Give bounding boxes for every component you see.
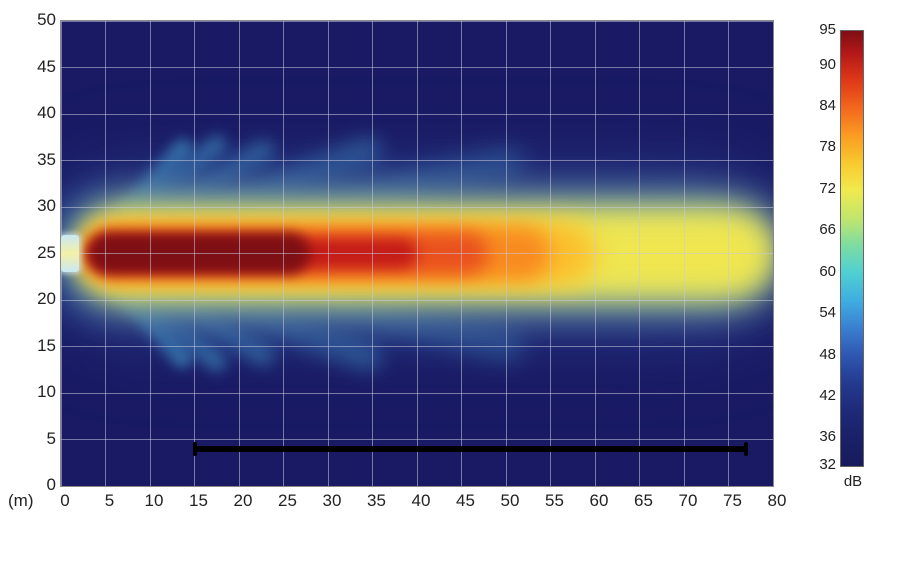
grid-line-horizontal: [61, 346, 773, 347]
x-tick-label: 75: [718, 491, 748, 511]
y-tick-label: 5: [16, 429, 56, 449]
colorbar-tick-label: 48: [810, 346, 836, 363]
colorbar-unit-label: dB: [838, 473, 868, 490]
grid-line-horizontal: [61, 67, 773, 68]
x-tick-label: 25: [273, 491, 303, 511]
x-tick-label: 20: [228, 491, 258, 511]
colorbar-tick-label: 95: [810, 21, 836, 38]
grid-line-horizontal: [61, 114, 773, 115]
heatmap-plot: [60, 20, 774, 487]
y-tick-label: 40: [16, 103, 56, 123]
colorbar-tick-label: 32: [810, 456, 836, 473]
y-tick-label: 10: [16, 382, 56, 402]
y-tick-label: 30: [16, 196, 56, 216]
grid-line-horizontal: [61, 160, 773, 161]
colorbar-tick-label: 54: [810, 304, 836, 321]
y-tick-label: 20: [16, 289, 56, 309]
x-tick-label: 50: [495, 491, 525, 511]
colorbar-tick-label: 66: [810, 221, 836, 238]
colorbar: [840, 30, 864, 467]
x-tick-label: 55: [540, 491, 570, 511]
x-tick-label: 65: [629, 491, 659, 511]
colorbar-tick-label: 84: [810, 97, 836, 114]
y-tick-label: 35: [16, 150, 56, 170]
y-tick-label: 25: [16, 243, 56, 263]
x-tick-label: 40: [406, 491, 436, 511]
x-tick-label: 45: [451, 491, 481, 511]
colorbar-tick-label: 72: [810, 180, 836, 197]
x-tick-label: 60: [584, 491, 614, 511]
grid-line-horizontal: [61, 393, 773, 394]
grid-line-horizontal: [61, 439, 773, 440]
scale-bar-cap: [744, 442, 748, 456]
scale-bar: [195, 446, 747, 452]
x-tick-label: 5: [95, 491, 125, 511]
x-tick-label: 35: [362, 491, 392, 511]
colorbar-tick-label: 60: [810, 263, 836, 280]
axis-unit-label: (m): [8, 491, 33, 511]
colorbar-tick-label: 36: [810, 428, 836, 445]
y-tick-label: 15: [16, 336, 56, 356]
y-tick-label: 50: [16, 10, 56, 30]
grid-line-horizontal: [61, 207, 773, 208]
scale-bar-cap: [193, 442, 197, 456]
grid-line-horizontal: [61, 253, 773, 254]
colorbar-tick-label: 90: [810, 56, 836, 73]
colorbar-tick-label: 42: [810, 387, 836, 404]
colorbar-tick-label: 78: [810, 138, 836, 155]
x-tick-label: 70: [673, 491, 703, 511]
grid-line-horizontal: [61, 21, 773, 22]
y-tick-label: 45: [16, 57, 56, 77]
x-tick-label: 80: [762, 491, 792, 511]
grid-line-horizontal: [61, 486, 773, 487]
x-tick-label: 30: [317, 491, 347, 511]
x-tick-label: 15: [184, 491, 214, 511]
grid-line-horizontal: [61, 300, 773, 301]
acoustic-source: [61, 235, 79, 272]
x-tick-label: 10: [139, 491, 169, 511]
